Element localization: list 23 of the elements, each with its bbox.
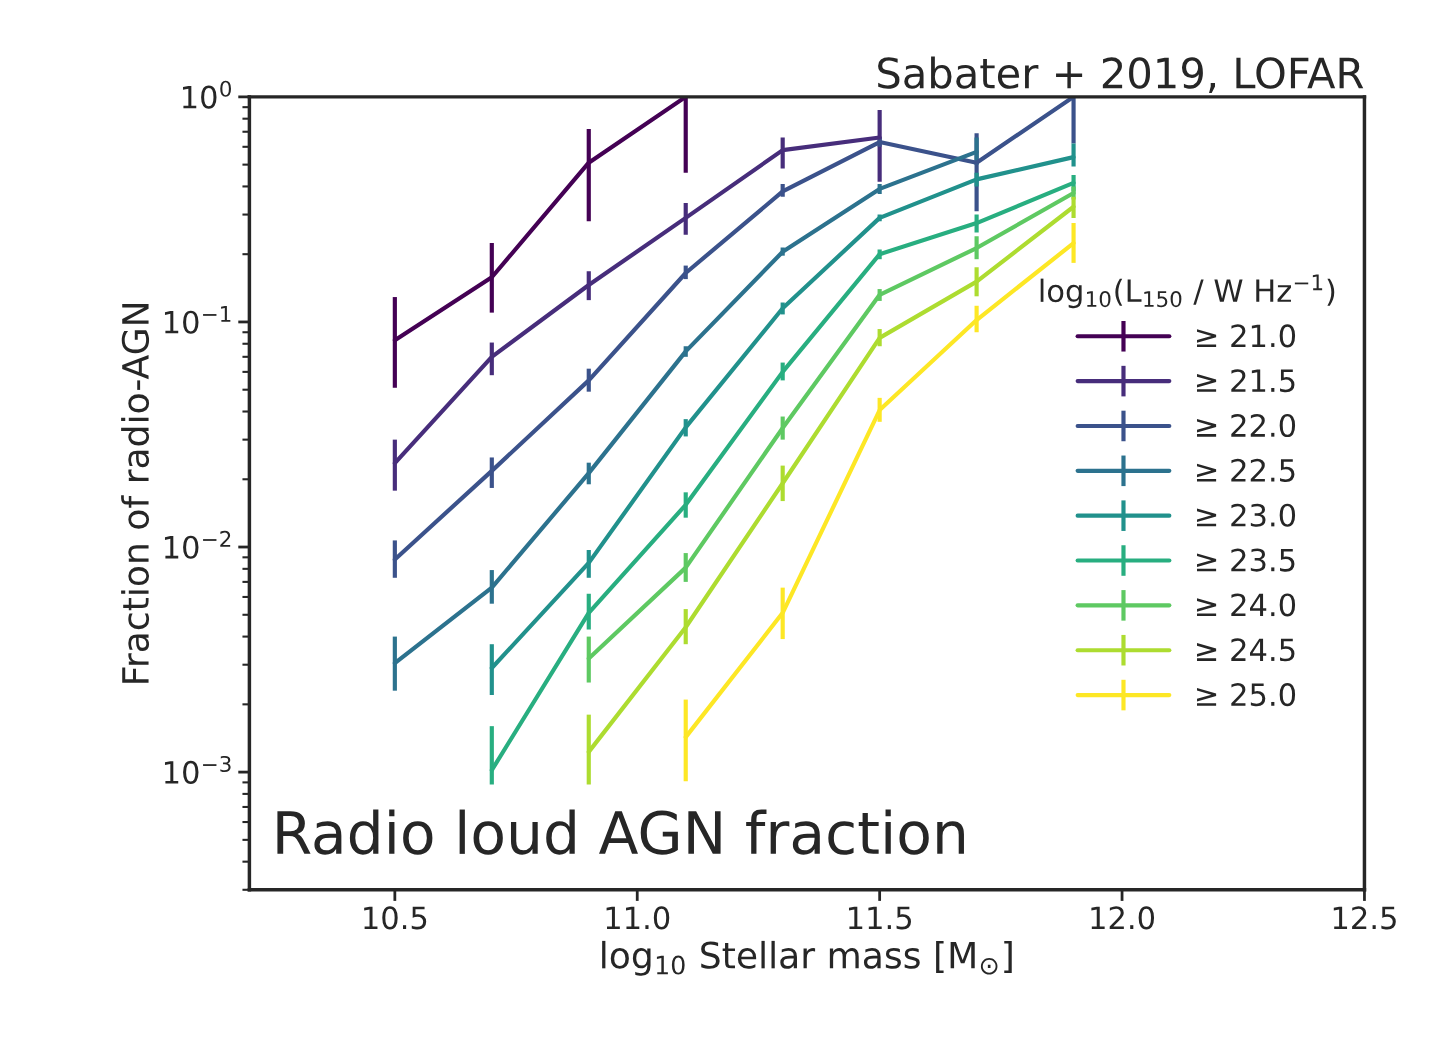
legend-label: ≥ 22.5 [1197, 458, 1295, 482]
x-axis-title: log$_{10}$ Stellar mass [M$_{⊙}$] [602, 940, 1012, 976]
annotation: Radio loud AGN fraction [277, 809, 964, 855]
legend-label: ≥ 23.0 [1197, 503, 1296, 527]
legend-label: ≥ 23.5 [1197, 548, 1295, 572]
x-tick-label: 10.5 [364, 906, 427, 930]
y-tick-label: 10$^{−3}$ [164, 755, 231, 784]
x-tick-label: 11.5 [848, 906, 911, 930]
x-tick-label: 11.0 [606, 906, 670, 930]
legend-label: ≥ 24.5 [1197, 638, 1295, 662]
y-tick-label: 10$^{0}$ [183, 80, 232, 109]
y-tick-label: 10$^{−1}$ [164, 306, 231, 334]
y-tick-label: 10$^{−2}$ [164, 530, 231, 559]
legend-title: log$_{10}$(L$_{150}$ / W Hz$^{−1}$) [1040, 274, 1335, 309]
y-axis-title: Fraction of radio-AGN [121, 303, 150, 683]
legend-label: ≥ 25.0 [1197, 683, 1296, 707]
x-tick-label: 12.5 [1333, 906, 1396, 930]
legend-label: ≥ 24.0 [1197, 593, 1296, 617]
chart-title: Sabater + 2019, LOFAR [878, 56, 1364, 94]
x-tick-label: 12.0 [1091, 906, 1155, 930]
legend-label: ≥ 21.0 [1197, 324, 1296, 348]
legend-label: ≥ 21.5 [1197, 369, 1295, 393]
legend-label: ≥ 22.0 [1197, 413, 1296, 438]
